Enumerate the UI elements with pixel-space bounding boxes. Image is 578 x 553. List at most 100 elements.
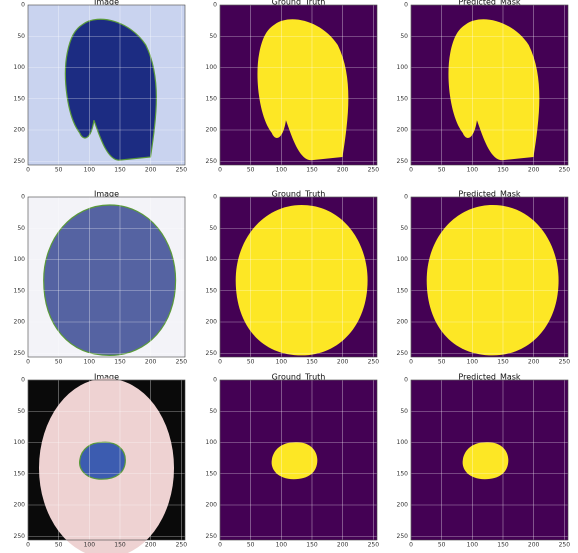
x-tick-label: 150 bbox=[114, 542, 126, 549]
y-tick-label: 100 bbox=[397, 439, 409, 446]
y-tick-label: 150 bbox=[397, 95, 409, 102]
y-tick-label: 250 bbox=[14, 350, 26, 357]
x-tick-label: 250 bbox=[559, 167, 571, 174]
y-tick-label: 100 bbox=[14, 64, 26, 71]
y-tick-label: 200 bbox=[397, 502, 409, 509]
x-tick-label: 250 bbox=[559, 359, 571, 366]
x-tick-label: 250 bbox=[176, 167, 188, 174]
y-tick-label: 200 bbox=[397, 127, 409, 134]
image bbox=[28, 197, 185, 357]
y-tick-label: 50 bbox=[209, 225, 217, 232]
x-tick-label: 0 bbox=[218, 542, 222, 549]
x-tick-label: 50 bbox=[247, 167, 255, 174]
x-tick-label: 150 bbox=[497, 359, 509, 366]
x-tick-label: 50 bbox=[247, 542, 255, 549]
y-tick-label: 150 bbox=[206, 470, 218, 477]
image bbox=[28, 378, 185, 553]
image bbox=[220, 197, 377, 357]
mask bbox=[236, 205, 368, 355]
y-tick-label: 250 bbox=[397, 350, 409, 357]
x-tick-label: 50 bbox=[55, 167, 63, 174]
x-tick-label: 200 bbox=[145, 167, 157, 174]
x-tick-label: 250 bbox=[176, 542, 188, 549]
y-tick-label: 200 bbox=[14, 319, 26, 326]
y-tick-label: 50 bbox=[17, 408, 25, 415]
x-tick-label: 150 bbox=[497, 542, 509, 549]
image bbox=[411, 380, 568, 540]
y-tick-label: 50 bbox=[209, 33, 217, 40]
y-tick-label: 250 bbox=[206, 158, 218, 165]
panel: Image050100150200250050100150200250 bbox=[14, 190, 188, 366]
image bbox=[220, 380, 377, 540]
x-tick-label: 100 bbox=[276, 542, 288, 549]
y-tick-label: 150 bbox=[397, 470, 409, 477]
x-tick-label: 200 bbox=[528, 167, 540, 174]
y-tick-label: 250 bbox=[14, 158, 26, 165]
y-tick-label: 0 bbox=[213, 377, 217, 384]
y-tick-label: 50 bbox=[209, 408, 217, 415]
y-tick-label: 150 bbox=[14, 287, 26, 294]
y-tick-label: 100 bbox=[14, 439, 26, 446]
x-tick-label: 100 bbox=[467, 167, 479, 174]
x-tick-label: 50 bbox=[55, 542, 63, 549]
y-tick-label: 0 bbox=[21, 194, 25, 201]
y-tick-label: 50 bbox=[400, 225, 408, 232]
y-tick-label: 250 bbox=[397, 158, 409, 165]
y-tick-label: 150 bbox=[206, 287, 218, 294]
x-tick-label: 150 bbox=[306, 359, 318, 366]
y-tick-label: 0 bbox=[404, 2, 408, 9]
x-tick-label: 100 bbox=[84, 167, 96, 174]
y-tick-label: 100 bbox=[206, 64, 218, 71]
x-tick-label: 100 bbox=[276, 359, 288, 366]
y-tick-label: 100 bbox=[397, 256, 409, 263]
x-tick-label: 50 bbox=[247, 359, 255, 366]
y-tick-label: 100 bbox=[206, 256, 218, 263]
y-tick-label: 0 bbox=[21, 377, 25, 384]
y-tick-label: 200 bbox=[397, 319, 409, 326]
x-tick-label: 250 bbox=[368, 542, 380, 549]
x-tick-label: 50 bbox=[438, 359, 446, 366]
y-tick-label: 250 bbox=[14, 533, 26, 540]
y-tick-label: 200 bbox=[206, 127, 218, 134]
x-tick-label: 0 bbox=[218, 167, 222, 174]
y-tick-label: 150 bbox=[397, 287, 409, 294]
y-tick-label: 200 bbox=[14, 502, 26, 509]
x-tick-label: 200 bbox=[337, 542, 349, 549]
x-tick-label: 200 bbox=[145, 359, 157, 366]
panel: Ground_Truth0501001502002500501001502002… bbox=[206, 190, 380, 366]
x-tick-label: 200 bbox=[337, 167, 349, 174]
image bbox=[411, 197, 568, 357]
x-tick-label: 250 bbox=[368, 359, 380, 366]
x-tick-label: 200 bbox=[528, 542, 540, 549]
y-tick-label: 200 bbox=[206, 502, 218, 509]
y-tick-label: 0 bbox=[404, 194, 408, 201]
y-tick-label: 0 bbox=[21, 2, 25, 9]
y-tick-label: 50 bbox=[400, 33, 408, 40]
mask bbox=[427, 205, 559, 355]
y-tick-label: 50 bbox=[17, 33, 25, 40]
x-tick-label: 250 bbox=[368, 167, 380, 174]
x-tick-label: 250 bbox=[559, 542, 571, 549]
x-tick-label: 150 bbox=[114, 359, 126, 366]
y-tick-label: 200 bbox=[14, 127, 26, 134]
x-tick-label: 100 bbox=[276, 167, 288, 174]
image bbox=[411, 5, 568, 165]
y-tick-label: 0 bbox=[213, 194, 217, 201]
y-tick-label: 100 bbox=[397, 64, 409, 71]
lesion bbox=[44, 205, 176, 355]
y-tick-label: 50 bbox=[400, 408, 408, 415]
x-tick-label: 200 bbox=[337, 359, 349, 366]
x-tick-label: 50 bbox=[438, 167, 446, 174]
figure: Image050100150200250050100150200250Groun… bbox=[0, 0, 578, 553]
x-tick-label: 0 bbox=[26, 359, 30, 366]
x-tick-label: 200 bbox=[528, 359, 540, 366]
x-tick-label: 150 bbox=[114, 167, 126, 174]
x-tick-label: 0 bbox=[409, 542, 413, 549]
x-tick-label: 100 bbox=[84, 542, 96, 549]
y-tick-label: 250 bbox=[397, 533, 409, 540]
x-tick-label: 0 bbox=[26, 542, 30, 549]
